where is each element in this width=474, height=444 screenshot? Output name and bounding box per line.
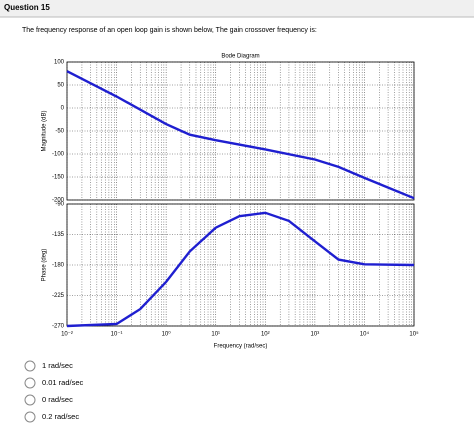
- y-tick-label: 0: [61, 106, 65, 112]
- y-tick-label: -200: [52, 198, 65, 204]
- question-title: Question 15: [4, 3, 50, 12]
- y-axis-label: Magnitude (dB): [42, 110, 48, 151]
- series-line: [66, 70, 415, 200]
- y-tick-label: -135: [52, 232, 65, 238]
- x-tick-label: 10⁰: [162, 331, 172, 338]
- option-label: 0 rad/sec: [42, 395, 73, 404]
- x-tick-label: 10⁻²: [61, 332, 73, 338]
- y-axis-label: Phase (deg): [42, 249, 48, 282]
- y-tick-label: 100: [54, 60, 65, 66]
- x-tick-label: 10²: [261, 332, 270, 338]
- axes-box: [66, 61, 415, 201]
- y-tick-label: -150: [52, 175, 65, 181]
- radio-button[interactable]: [24, 377, 36, 389]
- y-tick-label: -225: [52, 293, 65, 299]
- x-tick-label: 10⁴: [360, 331, 370, 338]
- header-bar: [0, 0, 474, 17]
- y-tick-label: 50: [57, 83, 64, 89]
- radio-button[interactable]: [24, 360, 36, 372]
- series-line: [66, 211, 415, 328]
- x-tick-label: 10¹: [211, 332, 220, 338]
- x-tick-label: 10³: [311, 332, 320, 338]
- y-tick-label: -50: [55, 129, 64, 135]
- option-label: 0.2 rad/sec: [42, 412, 79, 421]
- x-axis-label: Frequency (rad/sec): [214, 344, 268, 350]
- radio-button[interactable]: [24, 394, 36, 406]
- y-tick-label: -90: [55, 202, 64, 208]
- y-tick-label: -100: [52, 152, 65, 158]
- option-label: 0.01 rad/sec: [42, 378, 84, 387]
- x-tick-label: 10⁵: [409, 331, 419, 338]
- radio-button[interactable]: [24, 411, 36, 423]
- y-tick-label: -270: [52, 324, 65, 330]
- chart-title: Bode Diagram: [221, 54, 259, 60]
- question-prompt: The frequency response of an open loop g…: [22, 27, 317, 34]
- option-label: 1 rad/sec: [42, 361, 73, 370]
- x-tick-label: 10⁻¹: [111, 332, 123, 338]
- y-tick-label: -180: [52, 263, 65, 269]
